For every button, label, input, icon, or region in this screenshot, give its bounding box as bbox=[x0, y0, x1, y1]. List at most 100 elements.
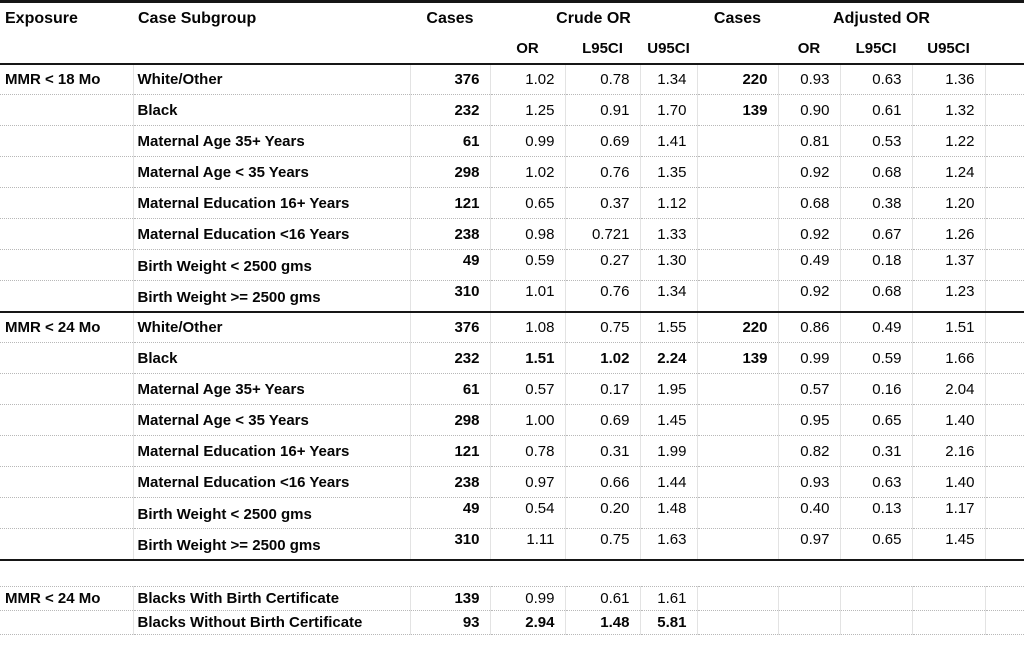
subgroup-cell: Maternal Education 16+ Years bbox=[133, 187, 411, 219]
filler-cell bbox=[985, 404, 1024, 436]
adjusted-or-cell bbox=[778, 586, 841, 611]
cases-cell: 238 bbox=[410, 466, 491, 498]
adjusted-u95ci-cell: 1.32 bbox=[912, 94, 986, 126]
crude-or-cell: 0.78 bbox=[490, 435, 566, 467]
cases-cell: 121 bbox=[410, 435, 491, 467]
adjusted-l95ci-cell: 0.18 bbox=[840, 249, 913, 281]
table-row: Birth Weight < 2500 gms 49 0.59 0.27 1.30 0.4… bbox=[0, 249, 1024, 281]
crude-or-cell: 1.02 bbox=[490, 156, 566, 188]
filler-cell bbox=[985, 466, 1024, 498]
crude-u95ci-cell: 1.45 bbox=[640, 404, 698, 436]
header-cases-adjusted: Cases bbox=[697, 0, 778, 35]
crude-u95ci-cell: 1.12 bbox=[640, 187, 698, 219]
adjusted-l95ci-cell: 0.59 bbox=[840, 342, 913, 374]
adjusted-u95ci-cell: 2.04 bbox=[912, 373, 986, 405]
crude-u95ci-cell: 1.99 bbox=[640, 435, 698, 467]
adjusted-u95ci-cell: 2.16 bbox=[912, 435, 986, 467]
adjusted-u95ci-cell: 1.36 bbox=[912, 62, 986, 95]
cases-cell: 310 bbox=[410, 280, 491, 312]
filler-cell bbox=[985, 310, 1024, 343]
crude-or-cell: 0.98 bbox=[490, 218, 566, 250]
filler-cell bbox=[985, 435, 1024, 467]
adjusted-or-cell: 0.92 bbox=[778, 156, 841, 188]
adjusted-u95ci-cell: 1.51 bbox=[912, 310, 986, 343]
crude-u95ci-cell: 1.44 bbox=[640, 466, 698, 498]
adjusted-l95ci-cell: 0.68 bbox=[840, 156, 913, 188]
adjusted-u95ci-cell: 1.40 bbox=[912, 466, 986, 498]
subgroup-cell: Maternal Education <16 Years bbox=[133, 466, 411, 498]
adjusted-cases-cell bbox=[697, 404, 779, 436]
adjusted-l95ci-cell: 0.61 bbox=[840, 94, 913, 126]
subgroup-cell: Maternal Age < 35 Years bbox=[133, 156, 411, 188]
adjusted-l95ci-cell: 0.68 bbox=[840, 280, 913, 312]
crude-l95ci-cell: 0.69 bbox=[565, 125, 641, 157]
adjusted-cases-cell bbox=[697, 187, 779, 219]
adjusted-l95ci-cell: 0.31 bbox=[840, 435, 913, 467]
table-body: MMR < 18 Mo White/Other 376 1.02 0.78 1.34 220… bbox=[0, 62, 1024, 635]
header-adjusted-l95ci: L95CI bbox=[855, 40, 897, 57]
adjusted-cases-cell bbox=[697, 435, 779, 467]
cases-cell: 139 bbox=[410, 586, 491, 611]
crude-l95ci-cell: 0.75 bbox=[565, 310, 641, 343]
spacer-row bbox=[0, 560, 1024, 587]
crude-u95ci-cell: 1.61 bbox=[640, 586, 698, 611]
crude-l95ci-cell: 0.75 bbox=[565, 528, 641, 561]
filler-cell bbox=[985, 610, 1024, 635]
table-row: Black 232 1.51 1.02 2.24 139 0.99 0.59 1.66 bbox=[0, 342, 1024, 374]
crude-u95ci-cell: 1.70 bbox=[640, 94, 698, 126]
adjusted-u95ci-cell: 1.23 bbox=[912, 280, 986, 312]
crude-l95ci-cell: 0.69 bbox=[565, 404, 641, 436]
crude-l95ci-cell: 0.78 bbox=[565, 62, 641, 95]
header-adjusted-or-group: Adjusted OR bbox=[778, 0, 985, 35]
adjusted-or-cell: 0.99 bbox=[778, 342, 841, 374]
adjusted-l95ci-cell: 0.67 bbox=[840, 218, 913, 250]
table-row: Birth Weight < 2500 gms 49 0.54 0.20 1.48 0.4… bbox=[0, 497, 1024, 529]
odds-ratio-table: Exposure Case Subgroup Cases Crude OR Ca… bbox=[0, 0, 1024, 635]
adjusted-l95ci-cell: 0.53 bbox=[840, 125, 913, 157]
adjusted-cases-cell bbox=[697, 528, 779, 561]
filler-cell bbox=[985, 280, 1024, 312]
table-row: Maternal Education 16+ Years 121 0.65 0.37 1… bbox=[0, 187, 1024, 219]
header-blank-4 bbox=[697, 35, 778, 64]
crude-or-cell: 0.99 bbox=[490, 586, 566, 611]
adjusted-u95ci-cell: 1.20 bbox=[912, 187, 986, 219]
crude-l95ci-cell: 1.48 bbox=[565, 610, 641, 635]
exposure-cell: MMR < 18 Mo bbox=[0, 62, 134, 95]
adjusted-l95ci-cell: 0.13 bbox=[840, 497, 913, 529]
table-header: Exposure Case Subgroup Cases Crude OR Ca… bbox=[0, 0, 1024, 64]
crude-or-cell: 1.08 bbox=[490, 310, 566, 343]
crude-or-cell: 1.01 bbox=[490, 280, 566, 312]
cases-cell: 298 bbox=[410, 404, 491, 436]
crude-or-cell: 1.00 bbox=[490, 404, 566, 436]
header-row-2: OR L95CI U95CI OR L95CI U95CI bbox=[0, 35, 1024, 64]
filler-cell bbox=[985, 497, 1024, 529]
adjusted-l95ci-cell: 0.65 bbox=[840, 528, 913, 561]
adjusted-cases-cell: 139 bbox=[697, 94, 779, 126]
header-filler-2 bbox=[985, 35, 1024, 64]
filler-cell bbox=[985, 94, 1024, 126]
adjusted-or-cell: 0.97 bbox=[778, 528, 841, 561]
header-crude-or-group: Crude OR bbox=[490, 0, 697, 35]
adjusted-or-cell: 0.92 bbox=[778, 218, 841, 250]
adjusted-l95ci-cell: 0.49 bbox=[840, 310, 913, 343]
adjusted-cases-cell: 220 bbox=[697, 62, 779, 95]
table-row: MMR < 24 Mo White/Other 376 1.08 0.75 1.55 220… bbox=[0, 310, 1024, 343]
table-row: Maternal Age 35+ Years 61 0.57 0.17 1.95 0.57… bbox=[0, 373, 1024, 405]
adjusted-u95ci-cell: 1.22 bbox=[912, 125, 986, 157]
adjusted-cases-cell bbox=[697, 466, 779, 498]
adjusted-cases-cell bbox=[697, 373, 779, 405]
crude-or-cell: 1.11 bbox=[490, 528, 566, 561]
exposure-cell bbox=[0, 156, 134, 188]
filler-cell bbox=[985, 586, 1024, 611]
subgroup-cell: White/Other bbox=[133, 310, 411, 343]
adjusted-or-cell: 0.82 bbox=[778, 435, 841, 467]
adjusted-or-cell: 0.68 bbox=[778, 187, 841, 219]
exposure-cell bbox=[0, 610, 134, 635]
crude-u95ci-cell: 1.41 bbox=[640, 125, 698, 157]
table-row: Birth Weight >= 2500 gms 310 1.01 0.76 1.34 0… bbox=[0, 280, 1024, 312]
crude-l95ci-cell: 0.17 bbox=[565, 373, 641, 405]
table-row: Blacks Without Birth Certificate 93 2.94 1.… bbox=[0, 610, 1024, 635]
subgroup-cell: Birth Weight < 2500 gms bbox=[133, 497, 411, 529]
crude-u95ci-cell: 1.55 bbox=[640, 310, 698, 343]
header-crude-l95ci: L95CI bbox=[582, 40, 623, 57]
